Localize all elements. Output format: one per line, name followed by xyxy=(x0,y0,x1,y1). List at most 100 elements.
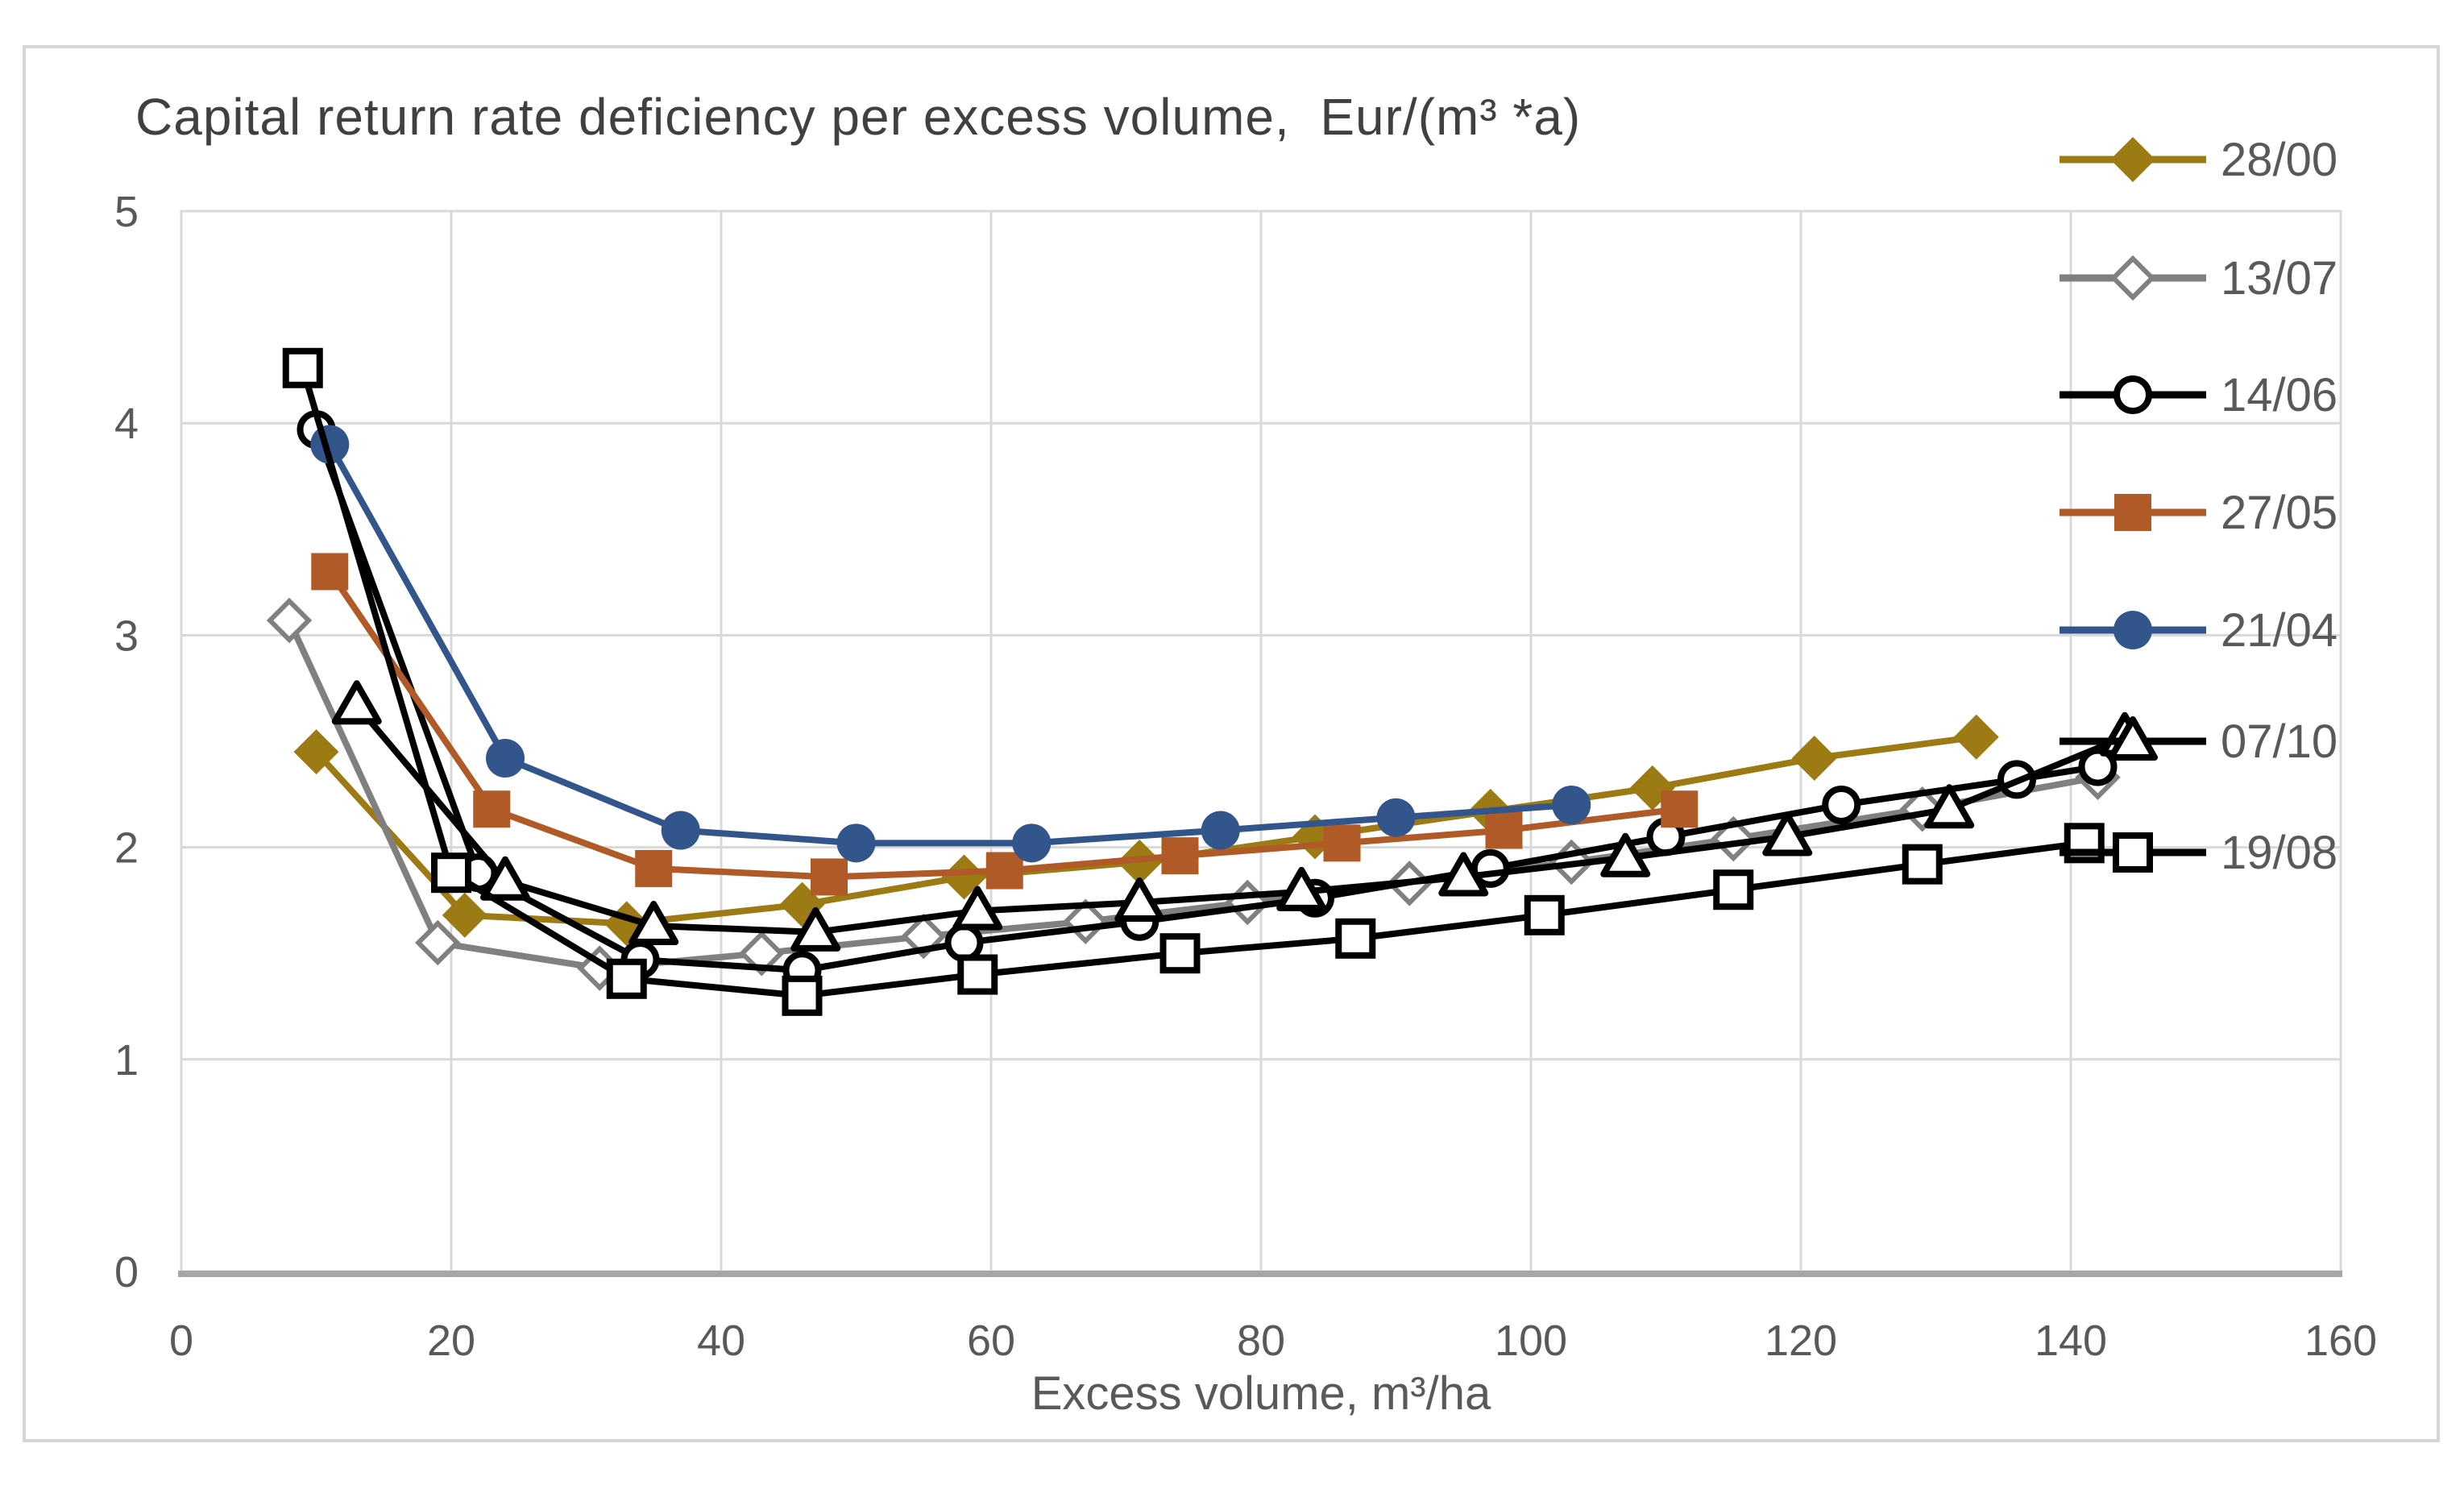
square-marker xyxy=(1161,837,1199,875)
diamond-open-marker xyxy=(266,597,313,644)
circle-marker xyxy=(1201,811,1240,850)
circle-marker xyxy=(1552,785,1591,824)
legend-marker-diamond-open xyxy=(2060,255,2206,301)
y-tick-label: 5 xyxy=(114,188,139,236)
x-tick-label: 100 xyxy=(1495,1317,1567,1365)
legend-marker-triangle-open xyxy=(2060,716,2206,761)
x-tick-label: 140 xyxy=(2035,1317,2107,1365)
circle-open-marker xyxy=(1822,785,1861,824)
legend-item-21-04[interactable]: 21/04 xyxy=(2056,594,2459,666)
circle-marker xyxy=(2113,611,2152,649)
legend-marker-square-filled xyxy=(2060,494,2206,531)
triangle-open-marker xyxy=(628,900,679,945)
square-marker xyxy=(1323,824,1361,862)
y-tick-label: 1 xyxy=(114,1036,139,1085)
series-line-07-10[interactable] xyxy=(354,703,2126,935)
square-open-marker xyxy=(957,954,998,995)
x-tick-label: 80 xyxy=(1237,1317,1285,1365)
triangle-open-marker xyxy=(1762,811,1813,856)
square-open-marker xyxy=(1713,869,1754,910)
x-tick-label: 120 xyxy=(1765,1317,1837,1365)
legend-label: 21/04 xyxy=(2221,603,2338,657)
square-open-marker xyxy=(1902,844,1943,885)
y-tick-label: 2 xyxy=(114,824,139,873)
circle-marker xyxy=(1012,823,1052,863)
triangle-open-marker xyxy=(952,886,1003,931)
legend-item-13-07[interactable]: 13/07 xyxy=(2056,242,2459,314)
diamond-marker xyxy=(293,729,339,775)
x-tick-label: 20 xyxy=(427,1317,475,1365)
legend-item-28-00[interactable]: 28/00 xyxy=(2056,123,2459,196)
chart-title: Capital return rate deficiency per exces… xyxy=(135,88,1582,146)
triangle-open-marker xyxy=(1114,877,1165,923)
series-27-05 xyxy=(311,553,1699,896)
square-marker xyxy=(985,852,1023,890)
legend-label: 28/00 xyxy=(2221,133,2338,186)
diamond-marker xyxy=(1791,736,1837,782)
diamond-marker xyxy=(442,892,487,938)
square-open-marker xyxy=(282,347,323,388)
x-tick-label: 40 xyxy=(697,1317,745,1365)
circle-open-marker xyxy=(2113,375,2152,414)
series-line-13-07[interactable] xyxy=(286,619,2099,972)
x-tick-label: 60 xyxy=(967,1317,1015,1365)
chart-object-border xyxy=(23,45,2440,1442)
square-open-marker xyxy=(1335,918,1376,959)
square-open-marker xyxy=(606,958,647,999)
square-marker xyxy=(635,849,673,887)
legend-marker-square-open xyxy=(2060,832,2206,873)
triangle-open-marker xyxy=(1600,832,1651,877)
triangle-open-marker xyxy=(480,856,530,901)
square-marker xyxy=(2114,494,2151,531)
square-marker xyxy=(1485,811,1523,849)
diamond-open-marker xyxy=(2109,255,2156,301)
series-line-14-06[interactable] xyxy=(313,428,2099,974)
legend-label: 19/08 xyxy=(2221,826,2338,879)
legend-item-14-06[interactable]: 14/06 xyxy=(2056,359,2459,431)
triangle-open-marker xyxy=(331,680,382,725)
x-tick-label: 160 xyxy=(2304,1317,2377,1365)
triangle-open-marker xyxy=(1276,866,1327,911)
x-axis-title: Excess volume, m³/ha xyxy=(1031,1367,1491,1420)
circle-marker xyxy=(486,739,525,778)
legend-label: 07/10 xyxy=(2221,715,2338,768)
series-line-27-05[interactable] xyxy=(326,570,1680,881)
legend-label: 13/07 xyxy=(2221,251,2338,305)
legend-marker-circle-filled xyxy=(2060,611,2206,649)
diamond-marker xyxy=(2110,137,2155,182)
legend-label: 14/06 xyxy=(2221,368,2338,421)
x-tick-label: 0 xyxy=(169,1317,193,1365)
tick-labels: 0 1 2 3 4 5 0 20 40 60 80 100 120 140 160 xyxy=(114,188,2377,1365)
square-open-marker xyxy=(2113,832,2153,873)
circle-marker xyxy=(836,823,876,863)
legend-marker-diamond-filled xyxy=(2060,137,2206,182)
legend-item-07-10[interactable]: 07/10 xyxy=(2056,705,2459,778)
circle-marker xyxy=(661,811,700,850)
square-marker xyxy=(311,553,349,591)
diamond-open-marker xyxy=(739,930,785,977)
triangle-open-marker xyxy=(1438,852,1489,897)
diamond-marker xyxy=(1953,714,1999,760)
triangle-open-marker xyxy=(790,906,841,952)
legend-marker-circle-open xyxy=(2060,375,2206,414)
circle-marker xyxy=(1376,798,1416,837)
square-marker xyxy=(811,858,848,896)
triangle-open-marker xyxy=(2108,716,2158,761)
y-tick-label: 3 xyxy=(114,612,139,660)
square-open-marker xyxy=(1159,933,1201,974)
legend-item-27-05[interactable]: 27/05 xyxy=(2056,476,2459,549)
circle-open-marker xyxy=(944,923,984,963)
legend-label: 27/05 xyxy=(2221,486,2338,539)
legend-item-19-08[interactable]: 19/08 xyxy=(2056,816,2459,889)
series-19-08 xyxy=(282,347,2105,1016)
diamond-open-marker xyxy=(415,919,461,966)
square-open-marker xyxy=(431,852,471,894)
y-tick-label: 4 xyxy=(114,400,139,448)
square-marker xyxy=(473,790,511,828)
y-tick-label: 0 xyxy=(114,1248,139,1296)
square-open-marker xyxy=(1524,894,1565,935)
series-line-21-04[interactable] xyxy=(326,442,1572,847)
triangle-open-marker xyxy=(1924,784,1975,829)
